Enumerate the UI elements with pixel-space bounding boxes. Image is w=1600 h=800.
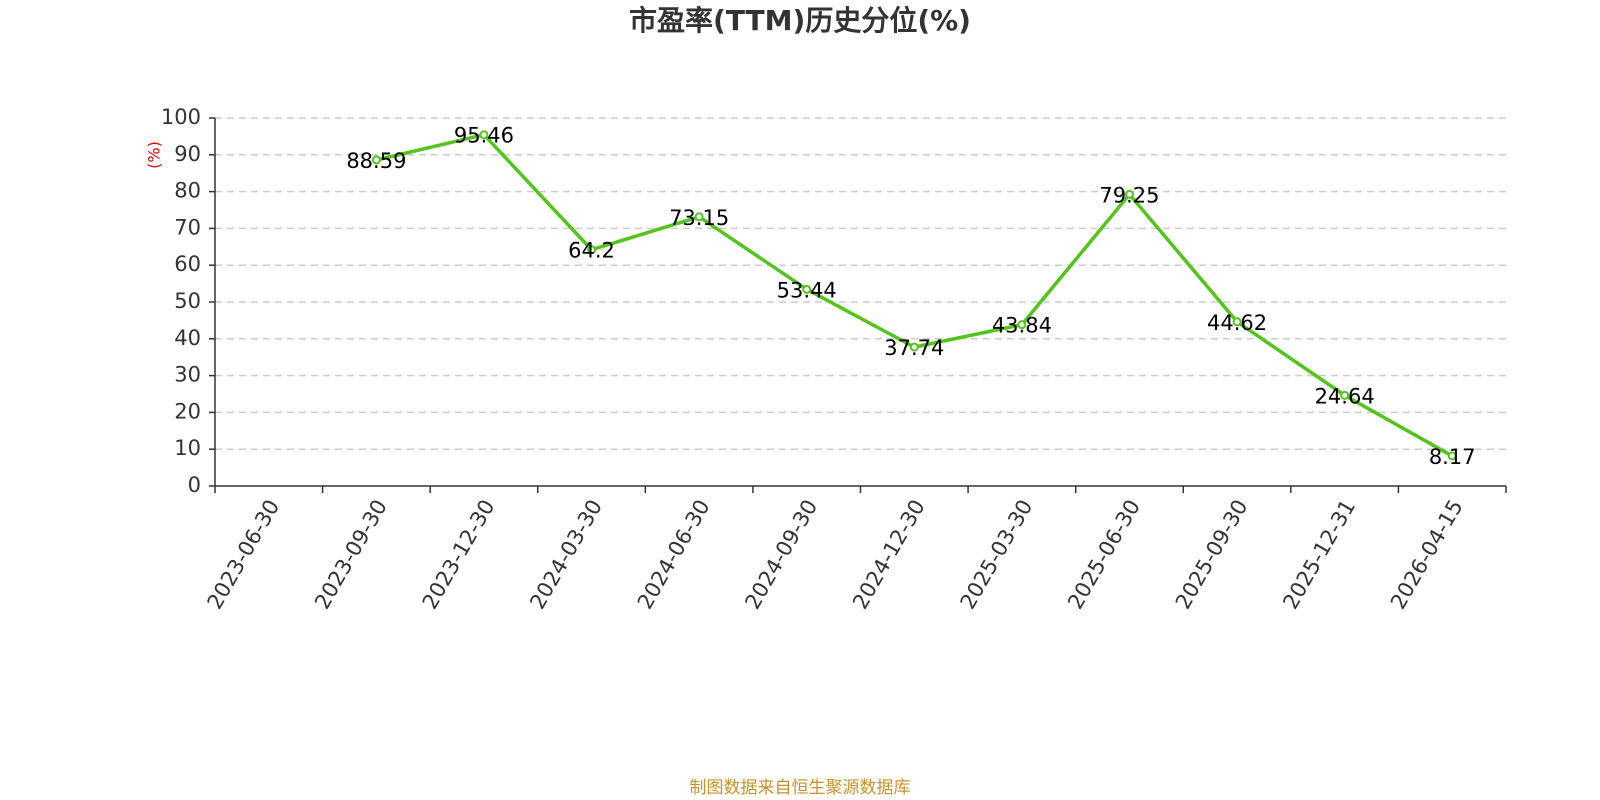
y-tick-label: 20 [174,399,201,423]
data-point [587,245,597,255]
x-tick-label: 2023-12-30 [418,496,500,614]
y-tick-label: 40 [174,326,201,350]
x-tick-label: 2025-09-30 [1171,496,1253,614]
data-point [1340,390,1350,400]
data-point [802,284,812,294]
x-tick-label: 2024-09-30 [740,496,822,614]
y-tick-label: 100 [161,105,201,129]
y-tick-label: 10 [174,436,201,460]
x-tick-label: 2024-03-30 [525,496,607,614]
data-point [1124,189,1134,199]
data-point [479,130,489,140]
data-point [1017,320,1027,330]
y-tick-label: 0 [188,473,201,497]
y-tick-label: 70 [174,215,201,239]
x-tick-label: 2024-12-30 [848,496,930,614]
y-axis-label: (%) [145,141,164,169]
data-label: 64.2 [568,239,615,263]
source-note: 制图数据来自恒生聚源数据库 [690,778,911,798]
data-label: 24.64 [1315,384,1375,408]
chart-title: 市盈率(TTM)历史分位(%) [629,4,971,37]
data-line [375,132,1454,458]
data-label: 79.25 [1099,183,1159,207]
data-point [694,212,704,222]
data-label: 8.17 [1429,445,1476,469]
x-tick-label: 2025-12-31 [1278,496,1360,614]
y-tick-label: 90 [174,142,201,166]
x-tick-label: 2026-04-15 [1386,496,1468,614]
data-point [1232,317,1242,327]
x-tick-label: 2023-06-30 [203,496,285,614]
data-point [1447,451,1457,461]
data-label: 88.59 [346,149,406,173]
x-tick-label: 2024-06-30 [633,496,715,614]
x-tick-label: 2025-06-30 [1063,496,1145,614]
x-tick-label: 2025-03-30 [956,496,1038,614]
y-tick-label: 80 [174,179,201,203]
y-tick-label: 30 [174,363,201,387]
data-point [909,342,919,352]
data-label: 44.62 [1207,311,1267,335]
data-label: 73.15 [669,206,729,230]
x-tick-label: 2023-09-30 [310,496,392,614]
y-tick-label: 60 [174,252,201,276]
data-label: 95.46 [454,124,514,148]
data-label: 43.84 [992,314,1052,338]
data-point [371,155,381,165]
data-label: 53.44 [777,278,837,302]
y-tick-label: 50 [174,289,201,313]
data-label: 37.74 [884,336,944,360]
